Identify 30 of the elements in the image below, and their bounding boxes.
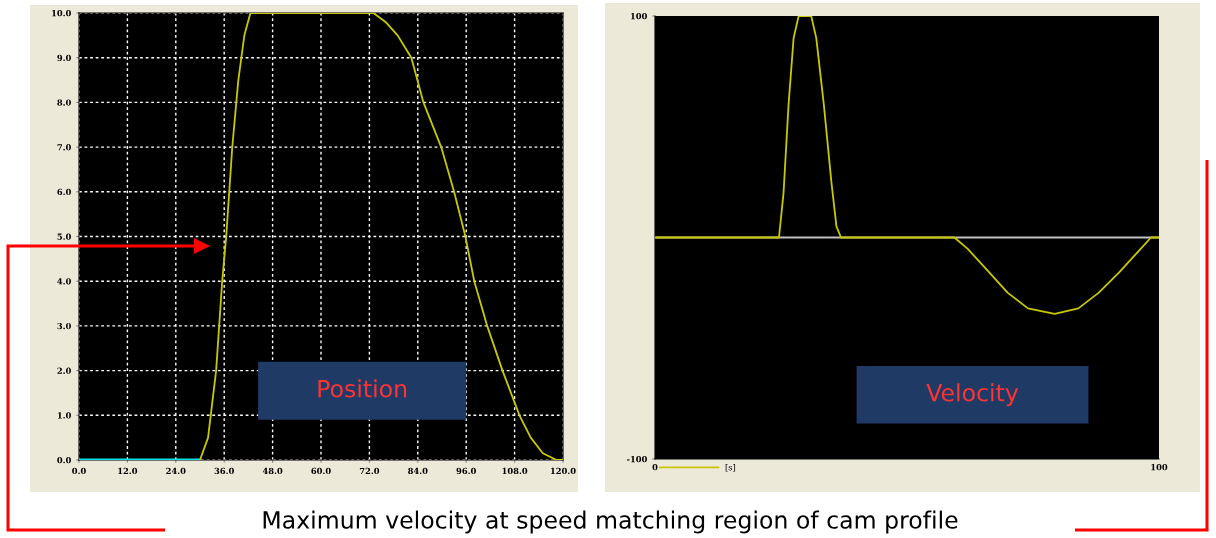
y-tick-label: 2.0 [57, 367, 71, 374]
y-tick-label: 9.0 [57, 54, 71, 61]
y-tick-label: -100 [626, 455, 647, 463]
x-tick-label: 84.0 [408, 467, 428, 475]
y-tick-label: 0.0 [57, 456, 71, 464]
y-tick-label: 8.0 [57, 99, 71, 106]
x-tick-label: 108.0 [502, 467, 528, 475]
x-tick-label: 100 [1151, 464, 1168, 471]
x-tick-label: 0 [652, 464, 658, 471]
annotation: Position [318, 379, 407, 398]
x-tick-label: 48.0 [262, 467, 283, 475]
x-tick-label: 96.0 [456, 467, 476, 475]
line-series [655, 16, 1159, 315]
text: [s] [725, 464, 736, 472]
y-tick-label: 10.0 [52, 9, 71, 17]
y-tick-label: 5.0 [57, 233, 71, 240]
x-tick-label: 0.0 [72, 467, 86, 475]
y-tick-label: 6.0 [57, 188, 71, 196]
x-tick-label: 12.0 [118, 467, 138, 475]
y-tick-label: 4.0 [57, 278, 71, 285]
y-tick-label: 7.0 [57, 144, 71, 151]
x-tick-label: 24.0 [166, 467, 186, 475]
annotation: Velocity [926, 383, 1019, 407]
text: Maximum velocity at speed matching region of cam profile [263, 510, 958, 534]
x-tick-label: 36.0 [214, 467, 234, 475]
y-tick-label: 3.0 [57, 322, 71, 330]
x-tick-label: 120.0 [550, 467, 576, 475]
x-tick-label: 72.0 [359, 467, 380, 475]
x-tick-label: 60.0 [311, 467, 331, 475]
y-tick-label: 1.0 [57, 412, 71, 419]
